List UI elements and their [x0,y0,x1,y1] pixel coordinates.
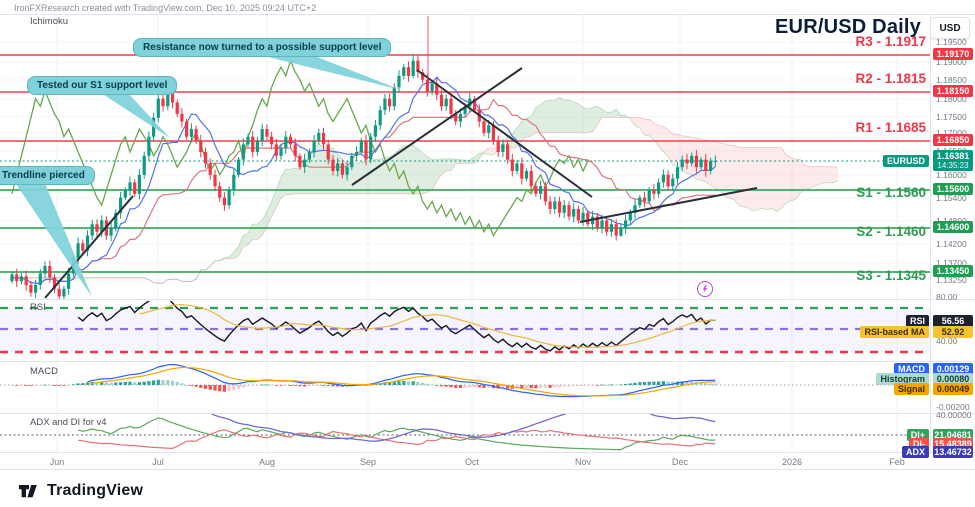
time-tick-jul: Jul [152,457,164,467]
adx-tick-0: 40.00000 [936,410,972,420]
time-tick-2026: 2026 [781,457,803,467]
callout-trendline-pierced[interactable]: Trendline pierced [0,166,95,185]
main-pane-label: Ichimoku [30,16,69,27]
price-tick-11: 1.13700 [936,258,967,268]
event-lightning-icon[interactable] [697,281,713,297]
last-price-value: 1.16381 [936,151,970,161]
macd-value-badge-1: 0.00080 [933,373,973,385]
lightning-bolt-icon [703,285,708,293]
symbol-title: EUR/USD Daily [775,16,921,38]
tradingview-logo-icon [19,485,37,498]
price-tick-2: 1.18500 [936,75,967,85]
rsi-pane-label: RSI [30,302,46,313]
time-tick-sep: Sep [359,457,377,467]
level-label-s1[interactable]: S1 - 1.1560 [856,185,926,200]
level-label-r3[interactable]: R3 - 1.1917 [855,34,926,49]
time-tick-jun: Jun [49,457,65,467]
rsi-tick-1: 40.00 [936,336,958,346]
macd-name-badge-2: Signal [893,383,929,395]
adx-name-badge-2: ADX [901,446,929,458]
callout-resistance-support[interactable]: Resistance now turned to a possible supp… [133,38,392,57]
attribution-text: IronFXResearch created with TradingView.… [14,3,317,13]
axis-badge-s1: 1.15600 [933,183,973,195]
price-tick-5: 1.17000 [936,128,967,138]
macd-name-badge-0: MACD [894,363,929,375]
macd-value-badge-0: 0.00129 [933,363,973,375]
price-tick-3: 1.18000 [936,94,967,104]
callout-tested-s1[interactable]: Tested our S1 support level [27,76,178,95]
rsi-name-badge-1: RSI-based MA [860,326,929,338]
last-price-badge: 1.16381 14:35:23 [933,150,973,171]
level-label-s2[interactable]: S2 - 1.1460 [856,224,926,239]
macd-name-badge-1: Histogram [876,373,929,385]
macd-value-badge-2: 0.00049 [933,383,973,395]
price-tick-7: 1.16000 [936,170,967,180]
level-label-r2[interactable]: R2 - 1.1815 [855,71,926,86]
tradingview-wordmark: TradingView [47,482,144,499]
rsi-value-badge-0: 56.56 [933,315,973,327]
tradingview-footer: TradingView [18,481,143,501]
time-tick-feb: Feb [889,457,905,467]
price-tick-12: 1.13250 [936,275,967,285]
time-tick-nov: Nov [574,457,592,467]
macd-histogram [15,379,717,392]
axis-badge-r3: 1.19170 [933,48,973,60]
macd-pane-label: MACD [30,366,58,377]
rsi-name-badge-0: RSI [905,315,929,327]
rsi-value-badge-1: 52.92 [933,326,973,338]
bar-countdown: 14:35:23 [937,161,969,170]
price-tick-10: 1.14200 [936,239,967,249]
price-tick-0: 1.19500 [936,37,967,47]
rsi-tick-0: 80.00 [936,292,958,302]
axis-badge-s3: 1.13450 [933,265,973,277]
axis-badge-r1: 1.16850 [933,134,973,146]
axis-badge-r2: 1.18150 [933,85,973,97]
level-label-s3[interactable]: S3 - 1.1345 [856,268,926,283]
price-tick-1: 1.19000 [936,57,967,67]
price-tick-4: 1.17500 [936,112,967,122]
time-tick-aug: Aug [258,457,276,467]
price-tick-8: 1.15400 [936,193,967,203]
symbol-price-flag: EURUSD [882,155,929,167]
time-tick-dec: Dec [671,457,689,467]
chart-canvas[interactable] [0,0,975,470]
candlestick-series [10,54,717,299]
level-label-r1[interactable]: R1 - 1.1685 [855,120,926,135]
adx-pane-label: ADX and DI for v4 [30,417,107,428]
currency-toggle-button[interactable]: USD [930,17,970,39]
macd-tick-0: -0.00200 [936,402,970,412]
axis-badge-s2: 1.14600 [933,221,973,233]
chart-svg [0,14,975,470]
time-tick-oct: Oct [464,457,480,467]
trendline-drawings[interactable] [14,16,758,299]
adx-value-badge-2: 13.46732 [933,446,973,458]
